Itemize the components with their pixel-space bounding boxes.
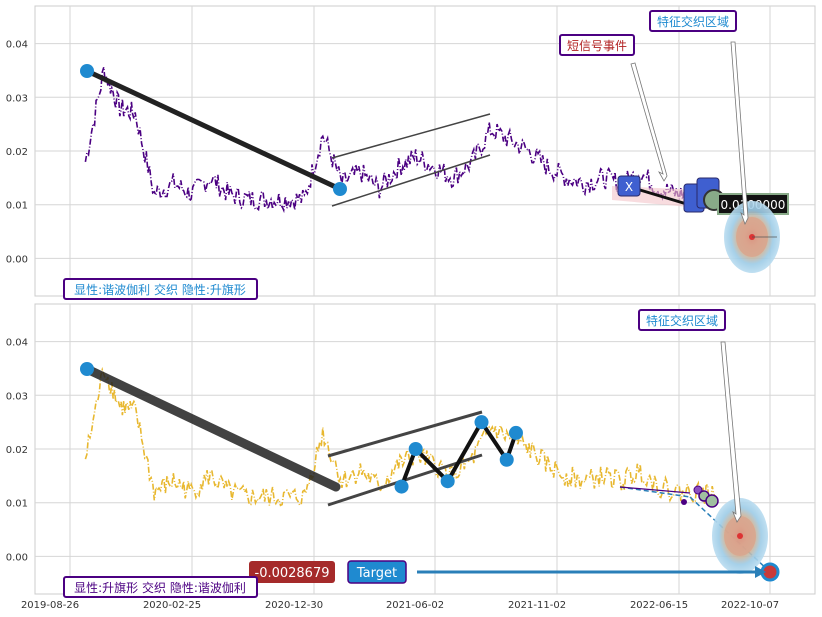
x-tick-label: 2021-06-02 <box>386 600 444 611</box>
x-marker-box <box>617 175 641 197</box>
bottom-series-layer <box>84 366 717 507</box>
bottom-feature-region-label: 特征交织区域 <box>646 313 718 328</box>
target-label: Target <box>356 566 397 581</box>
bottom-zigzag-point <box>440 474 455 489</box>
x-marker-label: X <box>625 180 633 194</box>
top-trend-start-point <box>80 64 94 78</box>
y-tick-label: 0.03 <box>6 391 28 402</box>
top-trend-end-point <box>333 182 347 196</box>
x-tick-label: 2022-06-15 <box>630 600 688 611</box>
x-tick-label: 2021-11-02 <box>508 600 566 611</box>
y-tick-label: 0.04 <box>6 338 28 349</box>
bottom-zigzag <box>394 415 523 494</box>
feature-region-arrow-bottom <box>720 341 742 523</box>
bottom-prediction-line-3 <box>619 486 691 494</box>
short-signal-label: 短信号事件 <box>567 39 627 53</box>
bottom-zigzag-point <box>474 415 489 430</box>
bottom-zigzag-point <box>508 425 523 440</box>
y-tick-label: 0.01 <box>6 201 28 212</box>
bottom-y-tick-labels: 0.00 0.01 0.02 0.03 0.04 <box>6 338 28 564</box>
bottom-zigzag-point <box>499 452 514 467</box>
y-tick-label: 0.02 <box>6 147 28 158</box>
x-tick-label: 2022-10-07 <box>721 600 779 611</box>
top-legend-text: 显性:谐波伽利 交织 隐性:升旗形 <box>74 282 246 297</box>
bottom-zigzag-point <box>408 442 423 456</box>
top-y-tick-labels: 0.00 0.01 0.02 0.03 0.04 <box>6 40 28 266</box>
bottom-channel-upper <box>327 410 483 458</box>
target-arrow-head <box>755 566 766 578</box>
top-feature-region-box <box>649 10 737 32</box>
bottom-legend-text: 显性:升旗形 交织 隐性:谐波伽利 <box>74 580 246 595</box>
value-label-box <box>249 561 335 583</box>
feature-region-arrow-top <box>730 41 749 226</box>
y-tick-label: 0.02 <box>6 445 28 456</box>
short-signal-box <box>559 34 635 56</box>
short-signal-arrow <box>630 62 668 182</box>
x-tick-label: 2019-08-26 <box>21 600 79 611</box>
bottom-feature-region-box <box>638 309 726 331</box>
bottom-trend-line <box>82 364 341 492</box>
top-legend-box <box>63 278 258 300</box>
top-panel: 0.000.010.020.030.04 X 0.0100000 短信号事件 特… <box>6 5 816 300</box>
bottom-trend-start-point <box>80 362 94 376</box>
bottom-pred-point-4 <box>705 494 719 508</box>
bottom-target-dot <box>737 533 743 539</box>
bottom-legend-box <box>63 576 258 598</box>
top-trend-line <box>84 68 343 192</box>
top-feature-region-label: 特征交织区域 <box>657 14 729 29</box>
bottom-grid <box>35 304 815 594</box>
bottom-panel: 0.00 0.01 0.02 0.03 0.04 2019-08-26 2020-02-2… <box>6 303 816 611</box>
y-tick-label: 0.04 <box>6 40 28 51</box>
top-short-arrow-line <box>639 188 691 207</box>
y-tick-label: 0.01 <box>6 499 28 510</box>
x-tick-label: 2020-02-25 <box>143 600 201 611</box>
top-grid <box>35 6 815 296</box>
target-label-box <box>347 560 407 584</box>
y-tick-label: 0.03 <box>6 93 28 104</box>
top-channel-lower <box>331 154 491 207</box>
x-tick-labels: 2019-08-26 2020-02-25 2020-12-30 2021-06-02… <box>21 600 779 611</box>
value-label: -0.0028679 <box>255 566 330 581</box>
y-tick-label: 0.00 <box>6 552 28 563</box>
y-tick-label: 0.00 <box>6 254 28 265</box>
x-tick-label: 2020-12-30 <box>265 600 323 611</box>
bottom-zigzag-point <box>394 479 409 494</box>
top-channel-upper <box>331 113 491 159</box>
bottom-prediction-line-1 <box>619 486 691 498</box>
bottom-price-series-line <box>84 366 717 507</box>
bottom-pred-point-1 <box>681 499 687 505</box>
